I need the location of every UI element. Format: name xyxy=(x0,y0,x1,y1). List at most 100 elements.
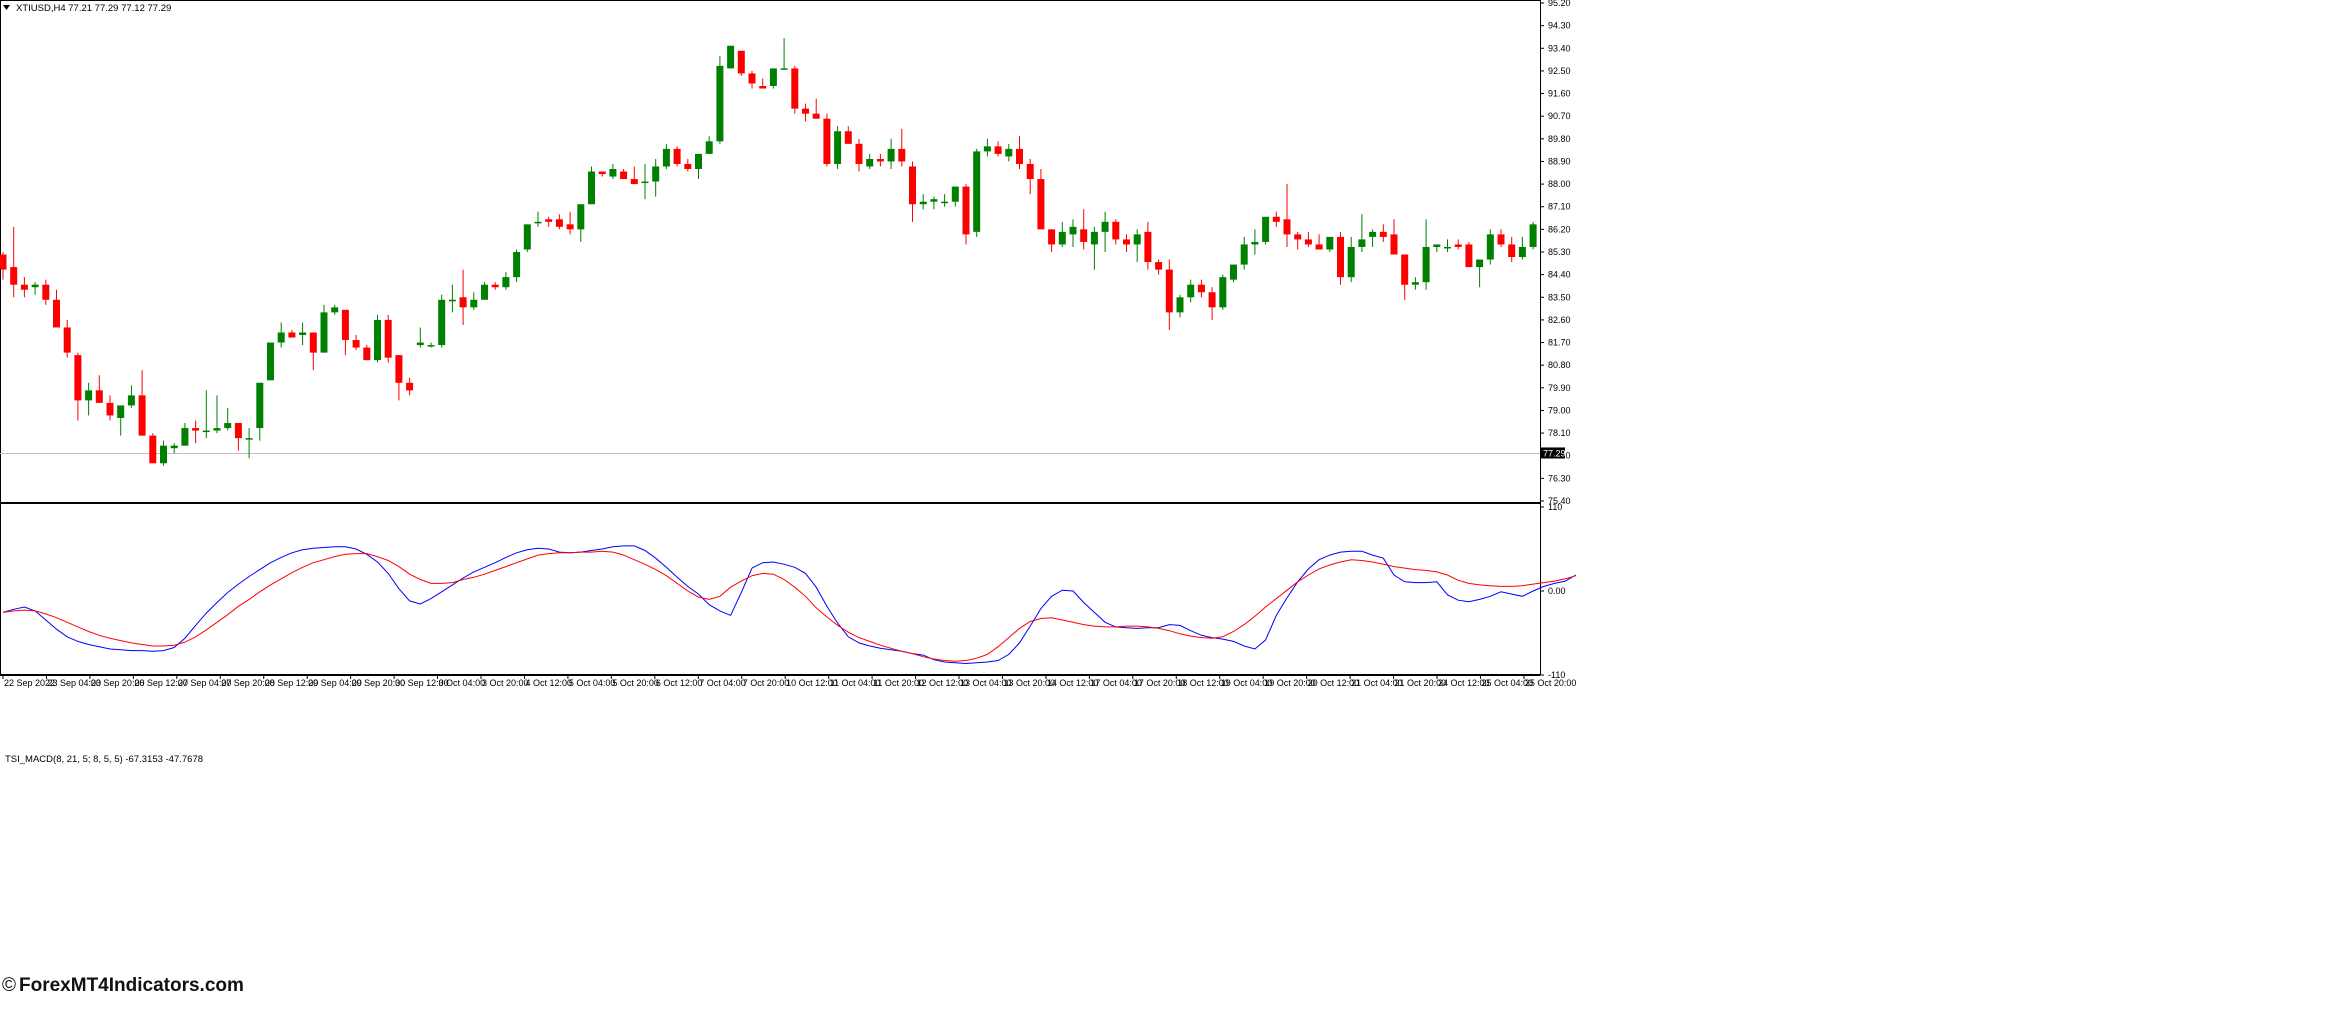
candle xyxy=(1016,136,1023,169)
candle-body xyxy=(1197,284,1205,293)
time-tick-label: 7 Oct 04:00 xyxy=(699,678,746,688)
candle xyxy=(1090,226,1098,270)
candle-body xyxy=(1390,234,1398,255)
candle xyxy=(962,184,970,245)
candle-body xyxy=(844,131,852,144)
price-tick-label: 95.20 xyxy=(1548,0,1571,8)
candle xyxy=(1069,219,1077,247)
candle-body xyxy=(791,68,799,109)
candle-body xyxy=(502,277,510,288)
candle xyxy=(1433,244,1441,252)
candle-body xyxy=(1518,246,1526,258)
price-tick-label: 89.80 xyxy=(1548,134,1571,144)
candles-layer xyxy=(0,38,1537,466)
time-tick-label: 4 Oct 12:00 xyxy=(525,678,572,688)
candle-body xyxy=(1048,229,1056,245)
candle-body xyxy=(1251,241,1259,245)
candle-body xyxy=(160,445,167,464)
candle xyxy=(523,224,531,252)
candle-body xyxy=(716,65,724,142)
candle xyxy=(844,126,852,144)
chart-menu-triangle-icon[interactable] xyxy=(3,5,10,10)
candle-body xyxy=(1123,239,1130,245)
candle xyxy=(20,277,28,298)
candle-body xyxy=(545,219,553,222)
candle-body xyxy=(470,299,478,308)
candle xyxy=(245,428,253,459)
candle xyxy=(1379,224,1387,242)
candle xyxy=(652,158,660,197)
candle xyxy=(919,194,927,210)
candle xyxy=(1369,229,1377,247)
time-tick-label: 28 Sep 12:00 xyxy=(265,678,319,688)
candle-body xyxy=(491,284,499,288)
candle xyxy=(1465,241,1473,268)
candle xyxy=(1176,294,1184,318)
time-tick-label: 10 Oct 12:00 xyxy=(786,678,838,688)
candle-body xyxy=(630,179,638,185)
candle xyxy=(1411,277,1419,290)
candle xyxy=(769,68,777,89)
indicator-tick-label: 110 xyxy=(1548,502,1562,512)
candle xyxy=(1048,229,1056,252)
candle xyxy=(866,153,874,169)
candle xyxy=(406,377,414,396)
candle xyxy=(31,282,39,295)
candle xyxy=(1518,236,1526,260)
price-tick-label: 88.90 xyxy=(1548,156,1571,166)
candle-body xyxy=(63,327,71,353)
candle-body xyxy=(534,221,542,224)
candle xyxy=(1401,254,1409,300)
candle xyxy=(53,289,60,328)
candle xyxy=(106,395,114,421)
candle-body xyxy=(705,141,713,154)
candle-body xyxy=(737,50,745,74)
candle xyxy=(1005,143,1013,162)
candle xyxy=(791,65,799,114)
candle-body xyxy=(438,299,446,346)
candle-body xyxy=(1401,254,1409,285)
candle-body xyxy=(256,382,264,429)
candle-body xyxy=(20,284,28,290)
candle xyxy=(716,55,724,144)
candle-body xyxy=(448,299,456,302)
candle-body xyxy=(652,166,660,182)
candle xyxy=(1101,211,1109,252)
candle xyxy=(427,342,435,348)
candle-body xyxy=(983,146,991,152)
candle-body xyxy=(941,201,949,204)
candle-body xyxy=(866,158,874,167)
candle-body xyxy=(1058,231,1066,245)
price-tick-label: 87.10 xyxy=(1548,202,1571,212)
price-tick-label: 80.80 xyxy=(1548,360,1571,370)
indicator-header: TSI_MACD(8, 21, 5; 8, 5, 5) -67.3153 -47… xyxy=(5,754,203,765)
candle xyxy=(673,146,681,167)
candle xyxy=(181,423,189,446)
time-tick-label: 5 Oct 20:00 xyxy=(612,678,659,688)
candle-body xyxy=(202,430,210,433)
candle-body xyxy=(673,148,681,164)
candle-body xyxy=(1176,297,1184,313)
candle xyxy=(202,390,210,439)
candle xyxy=(1240,236,1248,270)
candle xyxy=(438,294,446,348)
candle-body xyxy=(192,428,200,431)
candle-body xyxy=(812,113,820,119)
candle-body xyxy=(320,312,328,353)
candle-body xyxy=(1240,244,1248,265)
candle xyxy=(823,113,831,167)
time-tick-label: 30 Sep 12:00 xyxy=(395,678,449,688)
candle-body xyxy=(1144,231,1152,263)
candle-body xyxy=(876,158,884,162)
candle xyxy=(309,332,317,371)
time-tick-label: 25 Oct 04:00 xyxy=(1481,678,1533,688)
candle-body xyxy=(374,319,381,361)
candle-body xyxy=(459,297,467,308)
candle xyxy=(1476,259,1484,288)
candle xyxy=(1497,229,1505,247)
candle xyxy=(374,314,381,363)
candle-body xyxy=(85,390,93,401)
candle xyxy=(994,141,1002,157)
